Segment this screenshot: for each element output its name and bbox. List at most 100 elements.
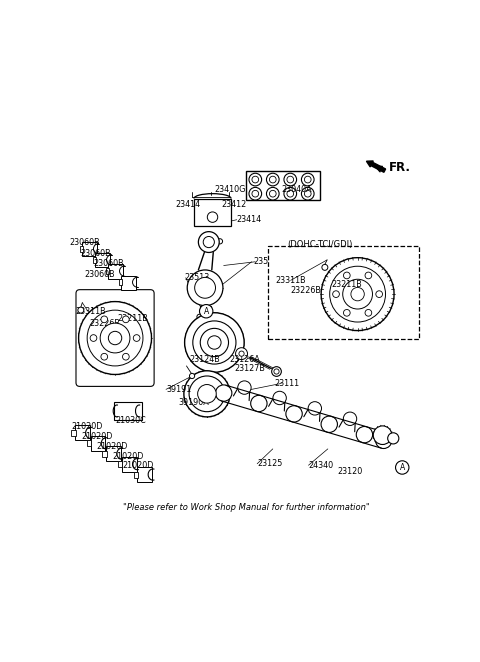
Circle shape — [190, 373, 195, 379]
Circle shape — [284, 187, 297, 200]
Circle shape — [185, 312, 244, 372]
Circle shape — [236, 348, 248, 359]
Circle shape — [375, 432, 392, 449]
FancyArrow shape — [366, 161, 385, 172]
Text: 23414: 23414 — [175, 201, 201, 209]
Bar — [122, 457, 137, 471]
Text: 23211B: 23211B — [118, 314, 148, 323]
Text: 23060B: 23060B — [81, 249, 111, 258]
Circle shape — [287, 191, 294, 197]
Circle shape — [187, 315, 242, 370]
Bar — [267, 246, 419, 339]
Circle shape — [304, 191, 311, 197]
Text: 21030C: 21030C — [115, 416, 146, 425]
Text: 21020D: 21020D — [82, 432, 113, 441]
Circle shape — [193, 321, 236, 364]
Text: 39190A: 39190A — [178, 397, 209, 406]
Circle shape — [238, 381, 251, 395]
Text: 23414: 23414 — [237, 215, 262, 224]
Bar — [114, 402, 142, 420]
Circle shape — [216, 385, 232, 401]
Bar — [83, 242, 97, 256]
Bar — [75, 426, 90, 440]
Bar — [133, 471, 138, 477]
Circle shape — [284, 173, 297, 186]
Circle shape — [100, 323, 130, 353]
Text: 23124B: 23124B — [190, 355, 220, 364]
Circle shape — [197, 314, 202, 320]
Circle shape — [269, 176, 276, 183]
Circle shape — [198, 232, 219, 252]
Circle shape — [249, 173, 262, 186]
Bar — [91, 436, 106, 451]
Bar — [121, 275, 136, 290]
Circle shape — [189, 317, 240, 367]
Text: 23226B: 23226B — [89, 318, 120, 328]
Circle shape — [101, 354, 108, 360]
Circle shape — [272, 367, 281, 376]
Circle shape — [208, 233, 214, 239]
Circle shape — [239, 351, 244, 356]
Circle shape — [187, 270, 223, 306]
Circle shape — [87, 310, 143, 366]
Circle shape — [333, 291, 339, 297]
Circle shape — [186, 314, 243, 371]
Text: 21020D: 21020D — [71, 422, 103, 431]
Circle shape — [217, 239, 223, 244]
Circle shape — [122, 354, 129, 360]
Circle shape — [193, 321, 236, 364]
Circle shape — [195, 277, 216, 298]
Text: 23211B: 23211B — [332, 279, 362, 289]
Text: 23412: 23412 — [222, 201, 247, 209]
Text: 23040A: 23040A — [281, 185, 312, 195]
Bar — [71, 430, 76, 436]
Circle shape — [273, 391, 287, 404]
Circle shape — [321, 258, 394, 330]
Circle shape — [200, 305, 213, 318]
Bar — [80, 246, 84, 252]
Circle shape — [388, 433, 399, 444]
Circle shape — [321, 416, 337, 432]
Circle shape — [184, 371, 230, 417]
Circle shape — [343, 412, 357, 426]
Circle shape — [351, 287, 364, 301]
Text: 23060B: 23060B — [69, 238, 100, 246]
Bar — [194, 199, 231, 226]
Text: 23510: 23510 — [253, 258, 279, 266]
Bar — [96, 253, 110, 267]
Circle shape — [101, 316, 108, 322]
Circle shape — [192, 320, 237, 365]
Bar — [87, 440, 91, 446]
Circle shape — [251, 395, 267, 412]
Bar — [108, 264, 123, 279]
Bar — [106, 268, 109, 274]
Circle shape — [200, 328, 228, 357]
Text: FR.: FR. — [389, 162, 411, 174]
Text: 23060B: 23060B — [84, 270, 115, 279]
Circle shape — [191, 318, 238, 366]
Circle shape — [252, 176, 259, 183]
Text: 24340: 24340 — [309, 461, 334, 470]
Circle shape — [78, 307, 84, 313]
Circle shape — [396, 461, 409, 474]
Text: 23125: 23125 — [257, 459, 283, 468]
Text: 23111: 23111 — [274, 379, 299, 388]
Circle shape — [185, 312, 244, 372]
Circle shape — [343, 279, 372, 309]
Bar — [137, 467, 152, 482]
Text: 23311B: 23311B — [276, 276, 306, 285]
Circle shape — [133, 335, 140, 342]
Circle shape — [356, 426, 372, 443]
Circle shape — [330, 266, 385, 322]
Text: (DOHC-TCI/GDI): (DOHC-TCI/GDI) — [288, 240, 353, 249]
Text: 21020D: 21020D — [122, 461, 154, 470]
Circle shape — [188, 316, 240, 369]
Circle shape — [322, 264, 328, 270]
Circle shape — [269, 191, 276, 197]
Bar — [93, 257, 96, 263]
Circle shape — [301, 187, 314, 200]
Circle shape — [203, 236, 215, 248]
Circle shape — [287, 176, 294, 183]
Bar — [118, 461, 122, 467]
Circle shape — [122, 316, 129, 322]
